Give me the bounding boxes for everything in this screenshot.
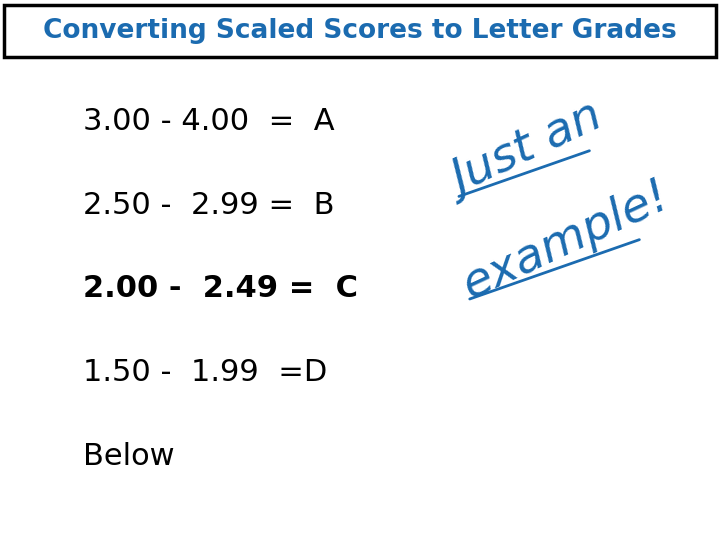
Text: Just an: Just an xyxy=(446,96,611,205)
Text: 3.00 - 4.00  =  A: 3.00 - 4.00 = A xyxy=(83,107,334,136)
Text: Converting Scaled Scores to Letter Grades: Converting Scaled Scores to Letter Grade… xyxy=(43,18,677,44)
Text: example!: example! xyxy=(456,173,678,308)
Text: Below: Below xyxy=(83,442,174,471)
Text: 2.50 -  2.99 =  B: 2.50 - 2.99 = B xyxy=(83,191,334,220)
FancyBboxPatch shape xyxy=(4,5,716,57)
Text: 1.50 -  1.99  =D: 1.50 - 1.99 =D xyxy=(83,358,327,387)
Text: 2.00 -  2.49 =  C: 2.00 - 2.49 = C xyxy=(83,274,358,303)
